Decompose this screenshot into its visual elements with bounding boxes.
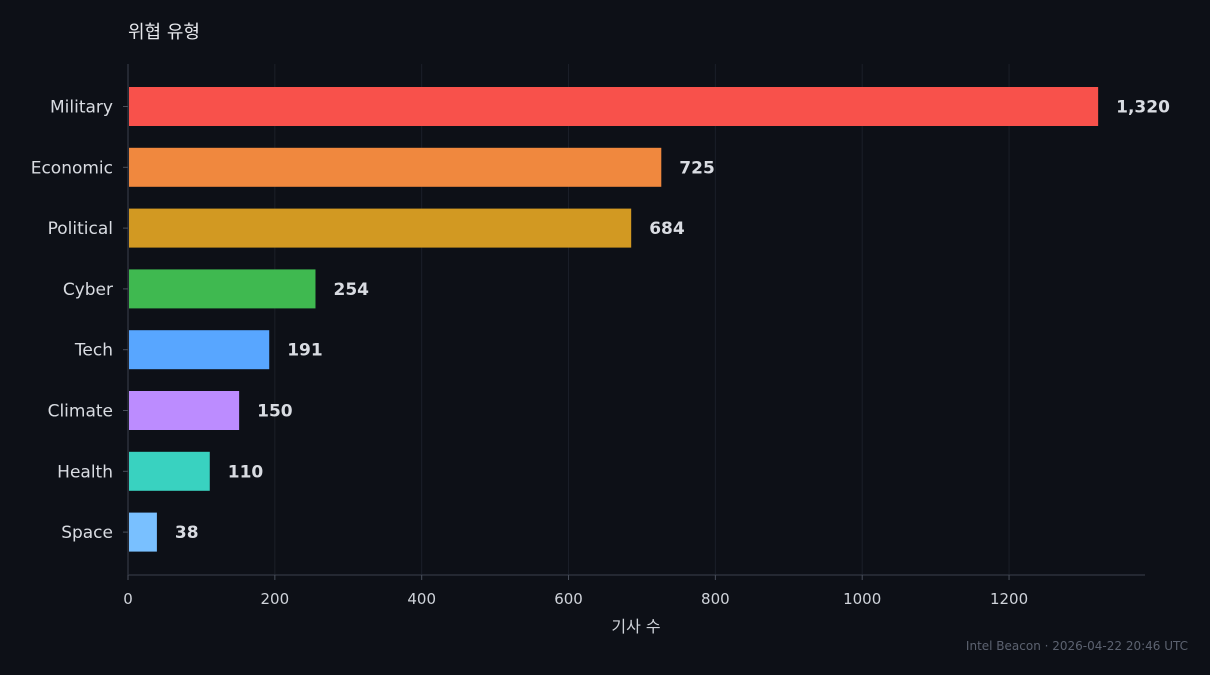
category-labels: Military Economic Political Cyber Tech Climat… [31, 98, 113, 544]
x-tick-label: 800 [701, 590, 730, 608]
footer-watermark: Intel Beacon · 2026-04-22 20:46 UTC [966, 639, 1188, 653]
x-tick-label: 1000 [843, 590, 881, 608]
value-label: 150 [257, 402, 293, 422]
bar-space [129, 512, 157, 552]
bar-cyber [129, 269, 316, 309]
x-tick-label: 1200 [990, 590, 1028, 608]
category-label: Tech [74, 341, 113, 361]
value-labels: 1,320 725 684 254 191 150 110 38 [175, 98, 1170, 544]
value-label: 110 [228, 462, 264, 482]
value-label: 38 [175, 523, 199, 543]
category-label: Space [61, 523, 113, 543]
bar-tech [129, 330, 270, 370]
bar-health [129, 451, 210, 491]
bar-economic [129, 147, 662, 187]
category-label: Economic [31, 158, 113, 178]
x-tick-label: 600 [554, 590, 583, 608]
category-label: Political [48, 219, 113, 239]
x-tick-label: 200 [261, 590, 290, 608]
bar-climate [129, 391, 240, 430]
category-label: Cyber [63, 280, 113, 300]
category-label: Climate [48, 402, 113, 422]
axes [127, 64, 1145, 576]
category-label: Military [50, 98, 113, 118]
value-label: 684 [649, 219, 685, 239]
bars [129, 87, 1099, 552]
value-label: 254 [333, 280, 369, 300]
x-tick-label: 400 [407, 590, 436, 608]
value-label: 191 [287, 341, 323, 361]
bar-political [129, 208, 632, 248]
x-axis-title: 기사 수 [611, 617, 660, 636]
grid-lines [274, 64, 1010, 575]
x-ticks: 0 200 400 600 800 1000 1200 [123, 106, 1028, 608]
value-label: 1,320 [1116, 98, 1170, 118]
category-label: Health [57, 462, 113, 482]
bar-military [129, 87, 1099, 126]
chart-title: 위협 유형 [128, 22, 200, 43]
value-label: 725 [679, 158, 715, 178]
x-tick-label: 0 [123, 590, 133, 608]
